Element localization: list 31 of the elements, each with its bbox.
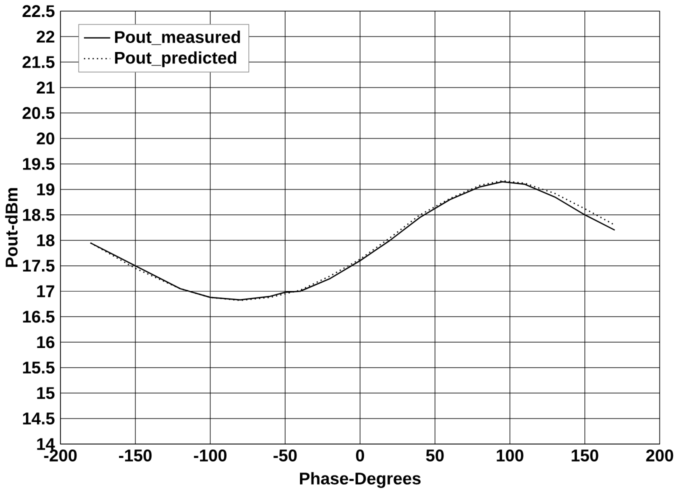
y-tick-label: 17: [37, 285, 54, 298]
x-tick-label: -100: [194, 449, 227, 462]
x-tick-label: -200: [44, 449, 77, 462]
y-tick-label: 16.5: [23, 310, 54, 323]
x-axis-title: Phase-Degrees: [300, 472, 421, 488]
y-tick-label: 15: [37, 387, 54, 399]
legend-label: Pout_predicted: [115, 51, 236, 68]
x-tick-label: -150: [119, 449, 152, 462]
y-tick-label: 19: [37, 183, 54, 196]
x-tick-label: 50: [426, 449, 444, 462]
x-tick-label: 200: [646, 449, 674, 462]
y-tick-label: 20.5: [22, 106, 54, 119]
y-tick-label: 22.5: [22, 5, 54, 18]
y-tick-label: 21: [36, 82, 54, 94]
y-axis-title: Pout-dBm: [5, 188, 18, 267]
y-tick-label: 18.5: [23, 208, 54, 221]
legend-label: Pout_measured: [115, 30, 240, 45]
y-tick-label: 15.5: [23, 362, 54, 374]
y-tick-label: 14: [37, 438, 55, 450]
x-tick-label: 0: [356, 449, 364, 462]
y-tick-label: 21.5: [22, 56, 54, 68]
x-tick-label: 100: [496, 449, 524, 462]
x-tick-label: 150: [572, 449, 598, 462]
x-tick-label: -50: [274, 449, 297, 462]
y-tick-label: 17.5: [23, 260, 54, 272]
y-tick-label: 16: [37, 336, 54, 348]
y-tick-label: 18: [37, 234, 54, 246]
y-tick-label: 14.5: [23, 412, 54, 424]
y-tick-label: 19.5: [23, 158, 54, 170]
y-tick-label: 20: [36, 132, 54, 144]
y-tick-label: 22: [36, 30, 54, 42]
